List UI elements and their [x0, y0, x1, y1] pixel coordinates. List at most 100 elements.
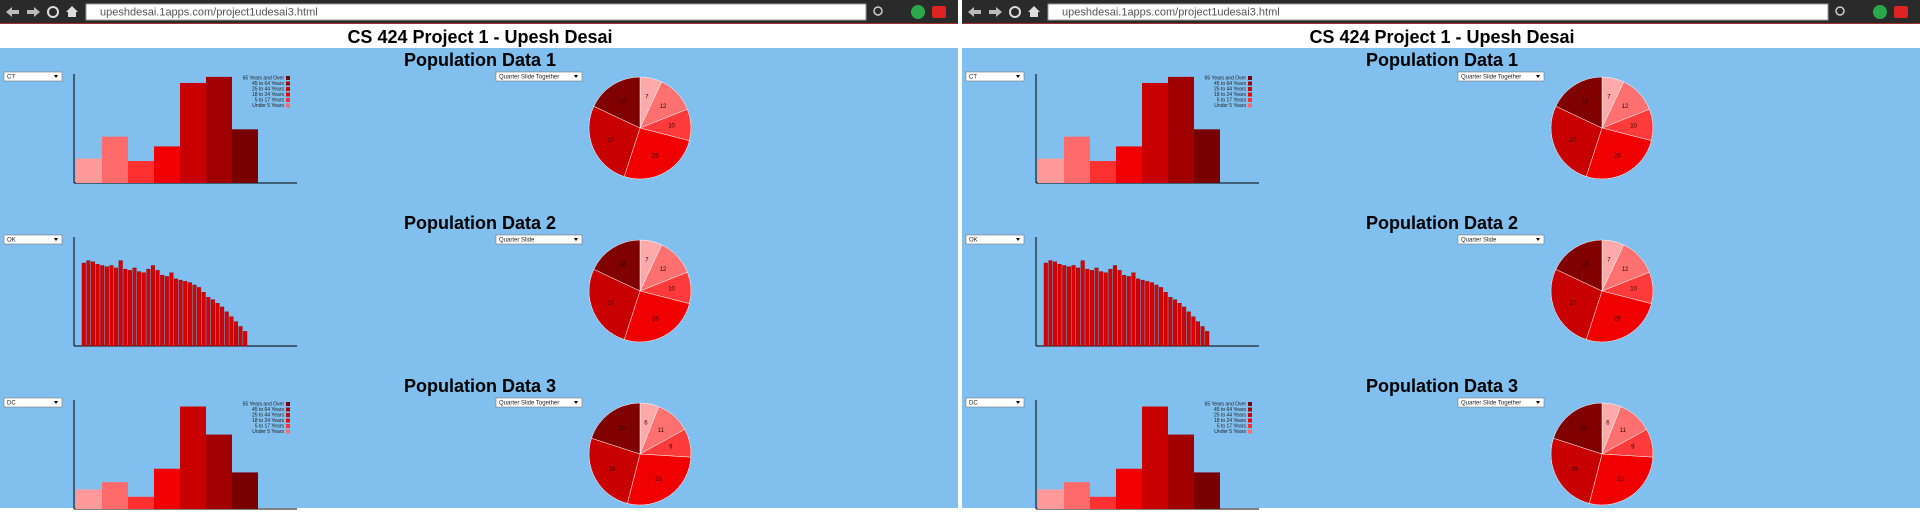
dropdown[interactable]: CT — [965, 71, 1025, 82]
dropdown[interactable]: CT — [3, 71, 63, 82]
legend-swatch — [286, 413, 290, 417]
dropdown-arrow — [574, 75, 578, 78]
dropdown[interactable]: OK — [965, 234, 1025, 245]
pie-slice — [1585, 127, 1652, 180]
legend-swatch — [1248, 81, 1252, 86]
dropdown[interactable]: DC — [965, 397, 1025, 408]
pie-label: 10 — [1630, 124, 1637, 130]
bar — [1168, 297, 1173, 347]
dropdown[interactable]: DC — [3, 397, 63, 408]
bar — [1131, 272, 1136, 347]
bar — [229, 316, 234, 347]
bar — [86, 260, 91, 347]
dropdown-box — [1457, 397, 1545, 408]
pie-label: 12 — [1622, 104, 1629, 110]
pie-slice — [1585, 290, 1652, 343]
legend-label: 5 to 17 Years — [1217, 423, 1247, 429]
bar — [1112, 265, 1117, 347]
dropdown[interactable]: Quarter Slide — [495, 234, 583, 245]
bar — [164, 276, 169, 347]
bar — [201, 292, 206, 347]
bar — [81, 262, 86, 347]
dropdown[interactable]: Quarter Slide Together — [495, 397, 583, 408]
bar — [1080, 260, 1085, 347]
dropdown-box — [495, 71, 583, 82]
pie-slice — [623, 127, 690, 180]
pie-label: 26 — [652, 316, 659, 322]
bar — [1048, 260, 1053, 347]
bar — [1064, 136, 1090, 183]
legend-swatch — [1248, 92, 1252, 97]
panel-heading: Population Data 1 — [1366, 50, 1518, 70]
legend-swatch — [1248, 98, 1252, 102]
reload-button[interactable] — [47, 6, 59, 18]
legend-swatch — [286, 81, 290, 86]
bar — [180, 406, 206, 509]
legend-label: 25 to 44 Years — [252, 86, 284, 92]
legend-label: 45 to 64 Years — [252, 407, 284, 413]
pie-label: 27 — [608, 301, 615, 307]
home-button[interactable] — [1028, 6, 1040, 17]
back-button[interactable] — [968, 7, 981, 17]
bar — [100, 265, 105, 347]
pie-label: 7 — [1607, 258, 1611, 264]
pie-label: 10 — [668, 287, 675, 293]
dropdown-arrow — [54, 401, 58, 404]
bar — [1094, 267, 1099, 347]
bar — [76, 489, 102, 509]
forward-button[interactable] — [27, 7, 40, 17]
address-bar[interactable] — [85, 3, 867, 21]
bar — [1159, 287, 1164, 347]
dropdown-value: DC — [969, 401, 978, 407]
dropdown-value: Quarter Slide Together — [1461, 75, 1521, 81]
home-button[interactable] — [66, 6, 78, 17]
extension-icon[interactable] — [1894, 6, 1908, 18]
bar — [76, 158, 102, 183]
legend-label: 25 to 44 Years — [1214, 86, 1246, 92]
pie-label: 26 — [1571, 467, 1578, 473]
legend-label: 5 to 17 Years — [1217, 97, 1247, 103]
legend-swatch — [286, 418, 290, 423]
bar — [178, 279, 183, 347]
extension-icon[interactable] — [911, 5, 925, 19]
bar — [1038, 489, 1064, 509]
address-bar[interactable] — [1047, 3, 1829, 21]
bar — [1177, 303, 1182, 347]
pie-slice — [593, 76, 641, 129]
dropdown-value: Quarter Slide — [499, 238, 535, 244]
bar — [1117, 270, 1122, 347]
bar — [1099, 271, 1104, 347]
legend-label: 65 Years and Over — [243, 401, 285, 407]
forward-button[interactable] — [989, 7, 1002, 17]
bar — [1172, 299, 1177, 347]
legend-label: 45 to 64 Years — [252, 81, 284, 87]
back-button[interactable] — [6, 7, 19, 17]
pie-slice — [588, 105, 641, 177]
dropdown[interactable]: Quarter Slide Together — [1457, 71, 1545, 82]
bar — [183, 281, 188, 347]
reload-button[interactable] — [1009, 6, 1021, 18]
legend-label: Under 5 Years — [1214, 429, 1246, 435]
bar — [1182, 306, 1187, 347]
legend-label: Under 5 Years — [1214, 103, 1246, 109]
legend-label: 65 Years and Over — [1205, 75, 1247, 81]
bar — [210, 299, 215, 347]
pie-label: 11 — [1620, 428, 1627, 434]
dropdown[interactable]: Quarter Slide Together — [1457, 397, 1545, 408]
legend-swatch — [286, 103, 290, 108]
bar — [233, 321, 238, 347]
bar — [1071, 265, 1076, 347]
browser-window: upeshdesai.1apps.com/project1udesai3.htm… — [0, 0, 958, 510]
bar — [206, 76, 232, 183]
extension-icon[interactable] — [932, 6, 946, 18]
extension-icon[interactable] — [1873, 5, 1887, 19]
legend-swatch — [286, 429, 290, 434]
bar — [197, 287, 202, 347]
url: upeshdesai.1apps.com/project1udesai3.htm… — [100, 6, 318, 18]
legend-swatch — [286, 87, 290, 91]
pie-label: 26 — [652, 153, 659, 159]
dropdown[interactable]: OK — [3, 234, 63, 245]
dropdown[interactable]: Quarter Slide — [1457, 234, 1545, 245]
pie-slice — [1550, 437, 1603, 504]
dropdown[interactable]: Quarter Slide Together — [495, 71, 583, 82]
